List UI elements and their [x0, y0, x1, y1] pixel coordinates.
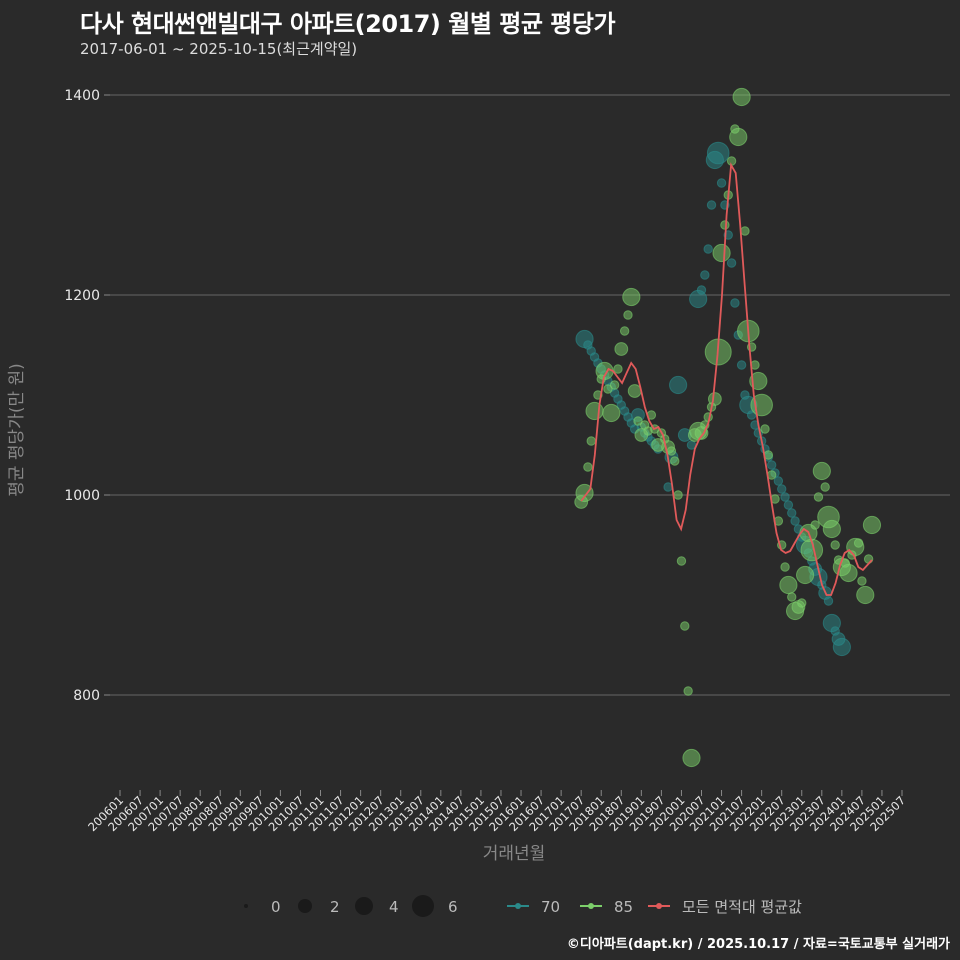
data-point: [669, 375, 688, 395]
data-point: [729, 127, 748, 147]
data-point: [603, 384, 613, 394]
data-point: [790, 516, 800, 526]
y-tick-label: 1400: [64, 88, 100, 104]
data-point: [797, 598, 807, 608]
data-point: [720, 220, 730, 230]
data-point: [749, 371, 768, 391]
data-point: [683, 686, 693, 696]
data-point: [830, 540, 840, 550]
legend-size-key: [244, 904, 248, 908]
data-point: [700, 270, 710, 280]
y-axis-title: 평균 평당가(만 원): [7, 363, 27, 497]
data-point: [780, 492, 790, 502]
data-point: [730, 298, 740, 308]
data-point: [575, 483, 594, 503]
data-point: [586, 436, 596, 446]
data-point: [602, 403, 621, 423]
data-point: [780, 562, 790, 572]
y-tick-label: 1000: [64, 488, 100, 504]
data-point: [666, 446, 677, 456]
legend-size-key: [355, 897, 373, 915]
chart-title: 다사 현대썬앤빌대구 아파트(2017) 월별 평균 평당가: [80, 10, 616, 38]
data-point: [585, 401, 604, 421]
data-point: [796, 565, 815, 585]
legend-dot-key: [588, 903, 594, 909]
legend-dot-key: [656, 903, 662, 909]
legend-color-label: 70: [541, 898, 560, 916]
data-point: [682, 748, 701, 768]
data-point: [670, 456, 680, 466]
data-point: [787, 508, 797, 518]
data-point: [613, 364, 623, 374]
data-point: [822, 519, 841, 539]
average-line: [580, 162, 873, 596]
data-point: [812, 461, 831, 481]
data-point: [862, 515, 882, 535]
data-point: [583, 462, 593, 472]
data-point: [773, 476, 784, 486]
y-axis: 800 1000 1200 1400: [64, 88, 110, 704]
data-point: [766, 460, 777, 470]
legend-size-key: [298, 899, 312, 913]
data-point: [787, 592, 797, 602]
legend: 0 2 4 6 70 85 모든 면적대 평균값: [244, 895, 802, 917]
x-axis-title: 거래년월: [483, 844, 546, 864]
data-point: [622, 287, 641, 307]
legend-dot-key: [515, 903, 521, 909]
y-tick-label: 800: [73, 688, 100, 704]
data-point: [619, 326, 630, 336]
data-point: [813, 492, 824, 502]
data-point: [633, 416, 643, 426]
data-point: [783, 500, 794, 510]
data-point: [623, 310, 633, 320]
legend-size-label: 0: [271, 898, 281, 916]
series-85-points: [574, 87, 882, 768]
legend-size-label: 6: [448, 898, 458, 916]
legend-size-label: 2: [330, 898, 340, 916]
data-point: [673, 490, 683, 500]
data-point: [614, 342, 629, 356]
data-point: [663, 482, 673, 492]
data-point: [736, 360, 747, 370]
chart-subtitle: 2017-06-01 ~ 2025-10-15(최근계약일): [80, 40, 358, 58]
legend-color-label: 모든 면적대 평균값: [682, 898, 802, 916]
data-point: [627, 384, 642, 398]
data-point: [696, 285, 707, 295]
footer-credit: ©디아파트(dapt.kr) / 2025.10.17 / 자료=국토교통부 실…: [566, 937, 950, 952]
data-point: [779, 575, 798, 595]
data-point: [857, 576, 867, 586]
data-point: [726, 258, 737, 268]
data-point: [707, 392, 722, 406]
legend-size-label: 4: [389, 898, 399, 916]
data-point: [680, 621, 690, 631]
data-point: [810, 520, 820, 530]
data-point: [703, 244, 713, 254]
data-point: [716, 178, 727, 188]
data-point: [820, 482, 830, 492]
legend-color-label: 85: [614, 898, 633, 916]
y-tick-label: 1200: [64, 288, 100, 304]
data-point: [823, 596, 834, 606]
data-point: [609, 380, 620, 390]
data-point: [856, 585, 875, 605]
data-point: [706, 200, 717, 210]
x-axis: 2006012006072007012007072008012008072009…: [85, 790, 908, 834]
data-point: [777, 484, 787, 494]
data-point: [839, 563, 858, 583]
data-point: [712, 243, 731, 263]
grid-lines: [110, 94, 950, 696]
data-point: [740, 226, 750, 236]
data-point: [863, 554, 874, 564]
legend-size-key: [412, 895, 434, 917]
data-point: [732, 87, 751, 107]
data-point: [726, 156, 737, 166]
data-point: [853, 538, 864, 548]
data-point: [676, 556, 687, 566]
data-point: [760, 424, 770, 434]
data-point: [832, 637, 851, 657]
data-point: [706, 141, 730, 165]
